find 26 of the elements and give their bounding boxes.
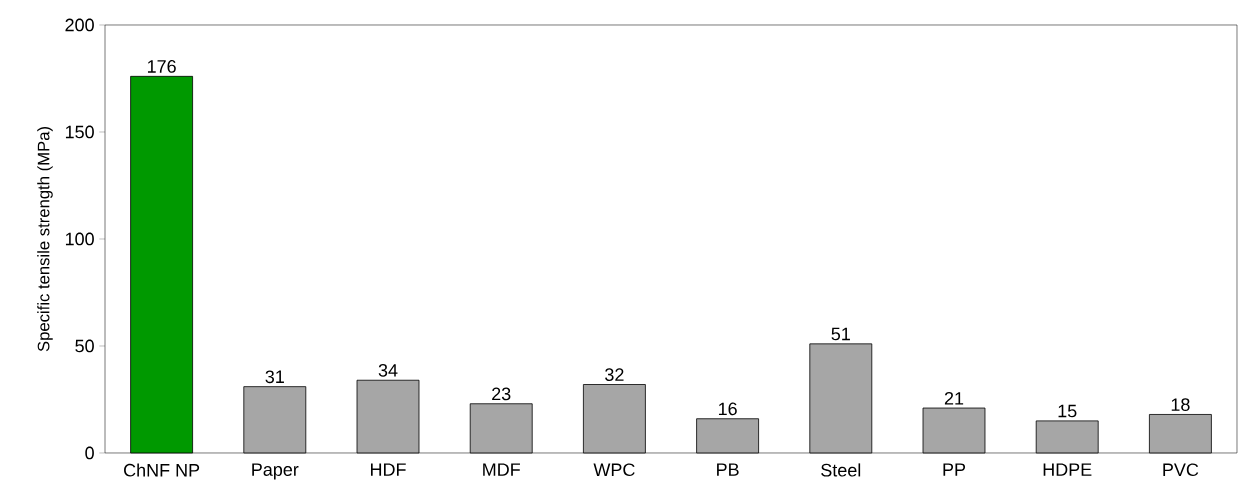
data-label: 176 — [147, 60, 176, 73]
data-label: 21 — [944, 391, 964, 405]
x-tick-label: HDPE — [1043, 463, 1092, 476]
data-label: 16 — [718, 402, 737, 416]
y-tick-label: 100 — [65, 232, 94, 246]
x-tick-label: PP — [943, 463, 966, 476]
x-tick-label: MDF — [483, 463, 520, 476]
data-label: 51 — [831, 327, 850, 341]
y-tick-label: 0 — [85, 446, 94, 460]
x-tick-label: PVC — [1163, 463, 1199, 477]
y-axis-title: Specific tensile strength (MPa) — [37, 127, 53, 352]
x-tick-label: Paper — [252, 463, 299, 480]
data-label: 32 — [605, 368, 624, 381]
data-label: 15 — [1058, 404, 1077, 418]
x-tick-label: WPC — [593, 463, 635, 477]
data-label: 31 — [265, 370, 284, 384]
data-label: 34 — [378, 363, 398, 377]
x-tick-label: ChNF NP — [124, 463, 200, 477]
y-tick-label: 50 — [75, 339, 94, 353]
x-tick-label: PB — [717, 463, 739, 476]
x-tick-label: Steel — [821, 463, 861, 477]
y-tick-label: 200 — [65, 18, 94, 32]
y-tick-label: 150 — [65, 125, 94, 139]
x-tick-label: HDF — [371, 463, 406, 476]
data-label: 23 — [492, 387, 511, 401]
data-label: 18 — [1171, 398, 1190, 411]
